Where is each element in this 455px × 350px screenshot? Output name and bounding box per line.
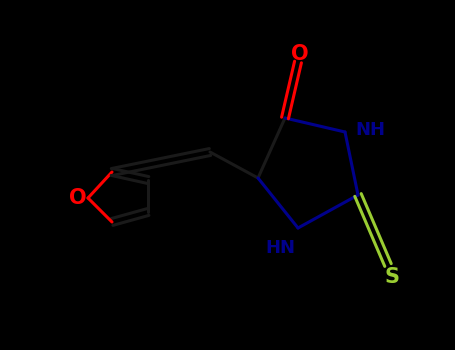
Text: O: O bbox=[291, 44, 309, 64]
Text: O: O bbox=[69, 188, 87, 208]
Text: S: S bbox=[384, 267, 399, 287]
Text: HN: HN bbox=[265, 239, 295, 257]
Text: NH: NH bbox=[355, 121, 385, 139]
